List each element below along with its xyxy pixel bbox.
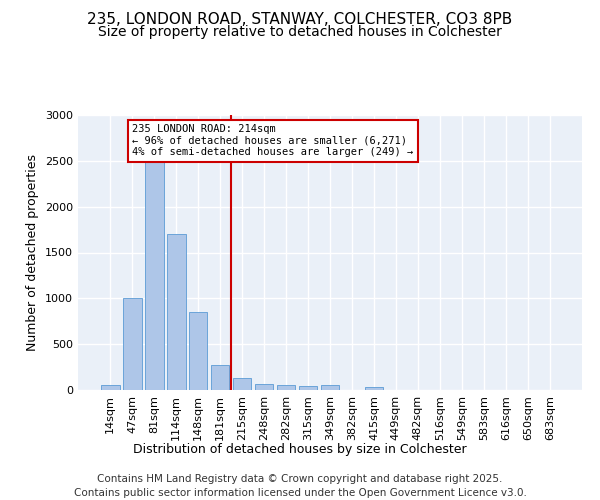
Bar <box>211 365 229 390</box>
Bar <box>320 386 340 390</box>
Bar <box>233 378 251 390</box>
Bar <box>299 386 317 390</box>
Text: Size of property relative to detached houses in Colchester: Size of property relative to detached ho… <box>98 25 502 39</box>
Text: Distribution of detached houses by size in Colchester: Distribution of detached houses by size … <box>133 442 467 456</box>
Bar <box>255 384 274 390</box>
Bar <box>123 298 142 390</box>
Bar <box>101 386 119 390</box>
Text: 235 LONDON ROAD: 214sqm
← 96% of detached houses are smaller (6,271)
4% of semi-: 235 LONDON ROAD: 214sqm ← 96% of detache… <box>132 124 413 158</box>
Bar <box>365 387 383 390</box>
Bar <box>189 312 208 390</box>
Text: 235, LONDON ROAD, STANWAY, COLCHESTER, CO3 8PB: 235, LONDON ROAD, STANWAY, COLCHESTER, C… <box>88 12 512 28</box>
Bar <box>277 386 295 390</box>
Bar <box>145 161 164 390</box>
Y-axis label: Number of detached properties: Number of detached properties <box>26 154 40 351</box>
Bar <box>167 234 185 390</box>
Text: Contains HM Land Registry data © Crown copyright and database right 2025.
Contai: Contains HM Land Registry data © Crown c… <box>74 474 526 498</box>
